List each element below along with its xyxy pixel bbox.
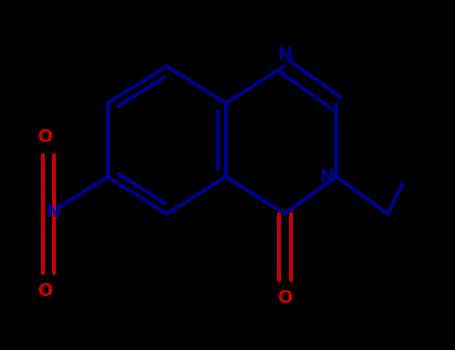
Text: O: O [37, 127, 53, 146]
Text: O: O [37, 282, 53, 300]
Text: N: N [277, 47, 292, 64]
Text: O: O [277, 289, 292, 307]
Text: N: N [45, 203, 60, 221]
Text: N: N [319, 168, 334, 186]
